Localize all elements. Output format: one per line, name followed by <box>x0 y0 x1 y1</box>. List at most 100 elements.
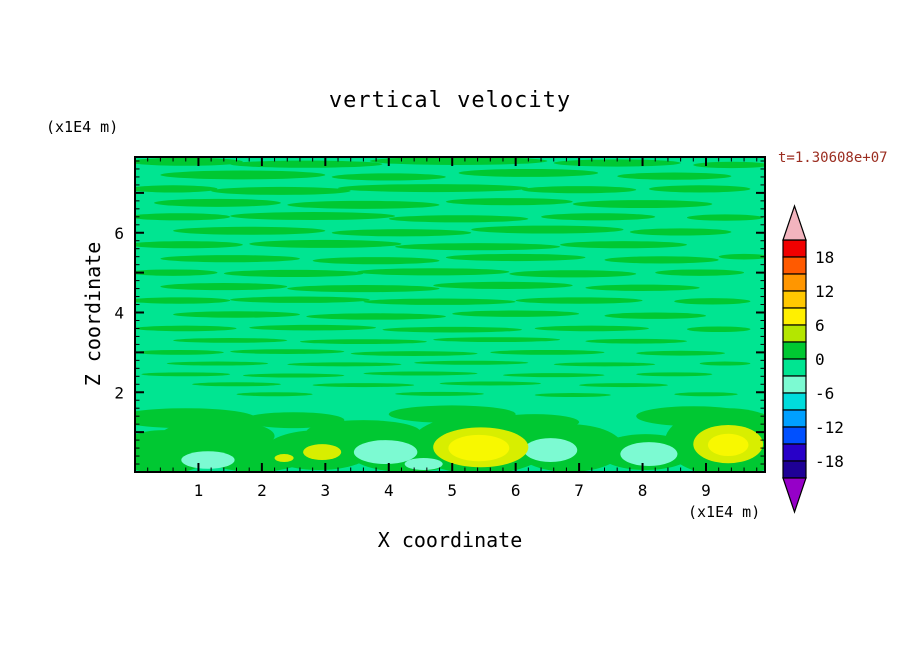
colorbar-label: -6 <box>815 384 834 403</box>
colorbar-band <box>782 358 807 377</box>
contour-blob <box>135 213 231 221</box>
y-tick-labels: 2 4 6 <box>114 224 124 402</box>
contour-blob <box>181 451 235 469</box>
colorbar-band <box>782 375 807 394</box>
y-tick-label: 2 <box>114 383 124 402</box>
colorbar-band <box>782 324 807 343</box>
contour-blob <box>636 350 726 356</box>
contour-blob <box>471 225 624 234</box>
x-tick-label: 1 <box>194 481 204 500</box>
contour-blob <box>617 172 732 180</box>
contour-blob <box>299 339 427 345</box>
contour-blob <box>439 381 542 386</box>
contour-blob <box>242 373 345 378</box>
x-tick-label: 7 <box>574 481 584 500</box>
colorbar-band <box>782 273 807 292</box>
x-tick-label: 4 <box>384 481 394 500</box>
colorbar-band <box>782 239 807 258</box>
colorbar-label: 12 <box>815 282 834 301</box>
contour-blob <box>230 160 383 168</box>
contour-blob <box>699 361 751 366</box>
contour-blob <box>135 185 218 193</box>
contour-blob <box>674 392 738 397</box>
contour-blob <box>693 161 765 169</box>
contour-blob <box>541 213 656 221</box>
contour-blob <box>369 157 548 165</box>
colorbar-band <box>782 392 807 411</box>
contour-blob <box>135 325 237 332</box>
contour-blob <box>160 170 326 180</box>
contour-blob <box>458 168 599 177</box>
y-tick-label: 4 <box>114 304 124 323</box>
contour-blob <box>404 458 443 471</box>
contour-blob <box>674 298 751 305</box>
contour-blob <box>433 281 573 289</box>
contour-blob <box>604 312 706 319</box>
contour-blob <box>331 229 472 237</box>
contour-blob <box>490 349 605 355</box>
contour-blob <box>382 326 523 333</box>
contour-blob <box>249 324 377 331</box>
colorbar-band <box>782 409 807 428</box>
colorbar-label: -12 <box>815 418 844 437</box>
x-tick-label: 8 <box>638 481 648 500</box>
contour-blob <box>620 442 678 467</box>
contour-blob <box>655 269 745 276</box>
colorbar-labels: 18 12 6 0 -6 -12 -18 <box>815 248 844 471</box>
contour-blob <box>572 200 713 209</box>
contour-blob <box>160 255 300 263</box>
colorbar-band <box>782 290 807 309</box>
contour-blob <box>707 433 749 457</box>
contour-blob <box>448 434 510 462</box>
contour-blob <box>192 382 281 387</box>
contour-blob <box>135 241 243 249</box>
contour-blob <box>312 383 415 388</box>
contour-field <box>135 157 765 472</box>
contour-blob <box>166 361 269 366</box>
contour-blob <box>636 372 713 377</box>
contour-blob <box>445 198 573 206</box>
y-axis-units: (x1E4 m) <box>46 118 119 136</box>
contour-blob <box>395 243 561 251</box>
contour-blob <box>135 269 218 276</box>
contour-blob <box>306 313 446 320</box>
x-tick-label: 3 <box>321 481 331 500</box>
colorbar-band <box>782 426 807 445</box>
contour-blob <box>287 284 440 293</box>
x-tick-labels: 1 2 3 4 5 6 7 8 9 <box>194 481 711 500</box>
contour-blob <box>452 310 580 317</box>
contour-blob <box>154 198 281 207</box>
contour-blob <box>350 351 478 356</box>
contour-blob <box>173 311 300 318</box>
contour-blob <box>579 383 668 388</box>
colorbar-label: 18 <box>815 248 834 267</box>
colorbar-label: 6 <box>815 316 825 335</box>
contour-blob <box>230 212 396 221</box>
contour-blob <box>604 256 719 264</box>
contour-blob <box>331 173 446 181</box>
contour-blob <box>287 200 440 209</box>
contour-blob <box>338 184 529 193</box>
contour-blob <box>395 391 484 396</box>
colorbar-top-arrow <box>782 204 807 241</box>
contour-blob <box>553 159 681 167</box>
contour-blob <box>173 338 288 343</box>
contour-blob <box>363 298 516 305</box>
contour-blob <box>522 186 637 194</box>
x-axis-title: X coordinate <box>377 528 523 552</box>
contour-blob <box>303 444 342 461</box>
contour-blob <box>636 406 751 427</box>
contour-blob <box>585 284 700 291</box>
contour-blob <box>534 393 611 398</box>
contour-blob <box>173 226 326 235</box>
contour-blob <box>534 325 649 332</box>
colorbar-bottom-arrow <box>782 477 807 514</box>
contour-blob <box>490 414 580 431</box>
contour-blob <box>211 186 351 195</box>
contour-blob <box>160 283 288 291</box>
contour-blob <box>357 268 510 276</box>
colorbar-band <box>782 307 807 326</box>
x-tick-label: 6 <box>511 481 521 500</box>
